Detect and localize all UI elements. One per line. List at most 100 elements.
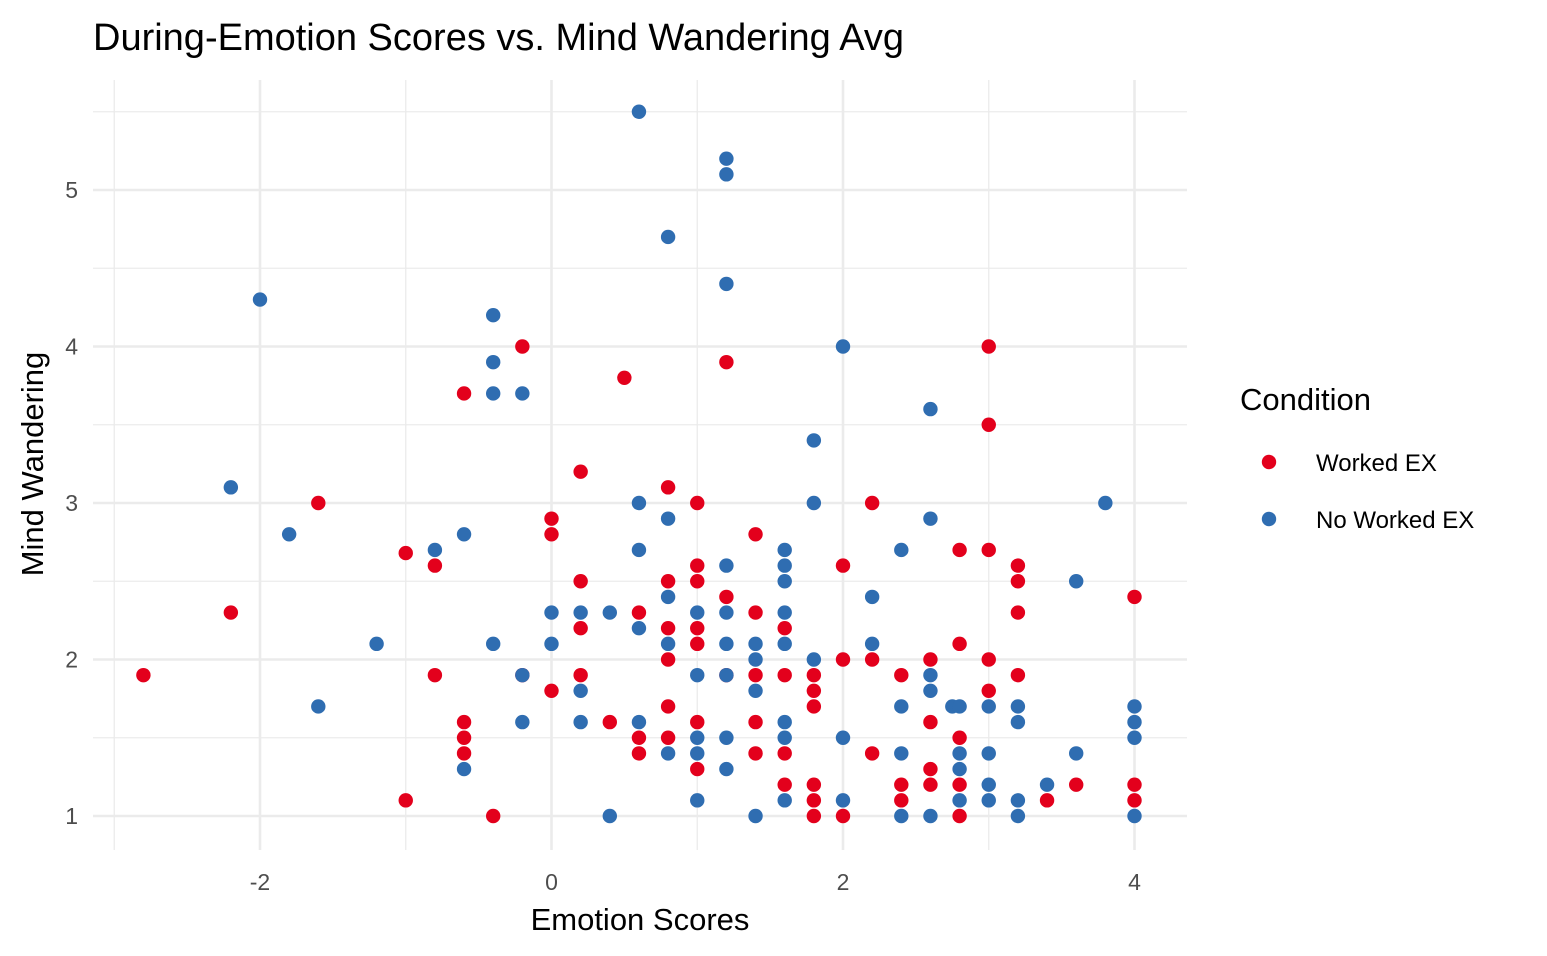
data-point — [864, 746, 880, 761]
data-point — [777, 793, 792, 808]
data-point — [864, 652, 880, 667]
data-point — [602, 605, 617, 620]
data-point — [456, 761, 472, 777]
series-worked-ex — [136, 339, 1142, 824]
data-point — [573, 714, 588, 730]
data-point — [923, 401, 938, 417]
data-point — [719, 167, 734, 182]
data-point — [660, 621, 676, 636]
data-point — [981, 683, 996, 698]
data-point — [806, 699, 822, 714]
data-point — [631, 104, 647, 119]
data-point — [252, 292, 268, 307]
data-point — [981, 793, 996, 808]
data-point — [777, 605, 792, 620]
data-point — [981, 699, 996, 714]
y-tick-label: 1 — [65, 803, 78, 829]
data-point — [981, 542, 996, 558]
data-point — [719, 354, 734, 370]
data-point — [398, 545, 413, 561]
data-point — [894, 667, 909, 683]
data-point — [690, 495, 705, 511]
data-point — [981, 777, 996, 792]
data-point — [456, 386, 472, 401]
data-point — [952, 542, 967, 558]
data-point — [544, 605, 559, 620]
data-points — [136, 104, 1142, 824]
data-point — [777, 667, 792, 683]
data-point — [835, 652, 851, 667]
chart-title: During-Emotion Scores vs. Mind Wandering… — [93, 17, 904, 59]
data-point — [806, 495, 822, 511]
series-no-worked-ex — [223, 104, 1142, 824]
data-point — [894, 793, 909, 808]
data-point — [923, 667, 938, 683]
x-axis-ticks: -2 0 2 4 — [250, 869, 1141, 895]
data-point — [690, 730, 705, 745]
data-point — [690, 761, 705, 777]
data-point — [894, 542, 909, 558]
data-point — [1010, 714, 1026, 730]
legend-key-dot — [1261, 454, 1277, 470]
data-point — [690, 558, 705, 573]
data-point — [923, 714, 938, 730]
data-point — [719, 636, 734, 652]
data-point — [719, 151, 734, 166]
data-point — [660, 229, 676, 245]
data-point — [719, 730, 734, 745]
data-point — [1069, 777, 1084, 792]
data-point — [631, 542, 647, 558]
data-point — [748, 636, 763, 652]
data-point — [806, 652, 822, 667]
data-point — [952, 777, 967, 792]
data-point — [777, 636, 792, 652]
data-point — [660, 746, 676, 761]
data-point — [777, 574, 792, 589]
data-point — [544, 527, 559, 542]
data-point — [952, 730, 967, 745]
data-point — [690, 636, 705, 652]
data-point — [515, 339, 530, 354]
data-point — [660, 511, 676, 526]
data-point — [981, 339, 996, 354]
data-point — [748, 683, 763, 698]
data-point — [894, 777, 909, 792]
data-point — [1127, 699, 1142, 714]
data-point — [456, 714, 472, 730]
data-point — [486, 354, 501, 370]
data-point — [864, 495, 880, 511]
data-point — [660, 480, 676, 495]
data-point — [690, 621, 705, 636]
data-point — [806, 433, 822, 448]
data-point — [835, 808, 851, 824]
data-point — [573, 667, 588, 683]
data-point — [1010, 808, 1026, 824]
data-point — [631, 714, 647, 730]
data-point — [690, 574, 705, 589]
data-point — [748, 652, 763, 667]
data-point — [631, 621, 647, 636]
data-point — [617, 370, 632, 385]
data-point — [1098, 495, 1113, 511]
data-point — [486, 386, 501, 401]
data-point — [515, 386, 530, 401]
data-point — [894, 746, 909, 761]
data-point — [136, 667, 151, 683]
data-point — [952, 699, 967, 714]
data-point — [1127, 777, 1142, 792]
data-point — [1069, 574, 1084, 589]
y-tick-label: 4 — [65, 334, 78, 360]
data-point — [719, 558, 734, 573]
data-point — [456, 527, 472, 542]
data-point — [923, 777, 938, 792]
data-point — [777, 714, 792, 730]
data-point — [223, 605, 239, 620]
data-point — [427, 667, 443, 683]
y-tick-label: 5 — [65, 177, 78, 203]
data-point — [1039, 777, 1055, 792]
legend-items: Worked EX No Worked EX — [1261, 450, 1474, 534]
data-point — [894, 699, 909, 714]
data-point — [835, 793, 851, 808]
data-point — [1127, 714, 1142, 730]
data-point — [690, 793, 705, 808]
